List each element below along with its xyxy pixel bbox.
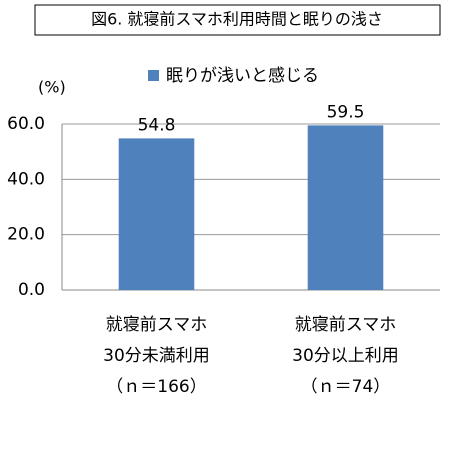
bar bbox=[118, 138, 195, 290]
data-label: 54.8 bbox=[138, 115, 176, 135]
title-box bbox=[34, 4, 441, 36]
y-tick-label: 60.0 bbox=[7, 114, 45, 134]
x-tick-label: 就寝前スマホ bbox=[295, 314, 397, 335]
x-tick-label: 就寝前スマホ bbox=[106, 314, 208, 335]
chart-title: 図6. 就寝前スマホ利用時間と眠りの浅さ bbox=[91, 10, 383, 29]
x-tick-label: （ｎ＝166） bbox=[106, 377, 206, 397]
x-tick-label: （ｎ＝74） bbox=[301, 377, 391, 397]
x-tick-label: 30分未満利用 bbox=[103, 346, 210, 366]
y-tick-label: 0.0 bbox=[18, 280, 45, 300]
y-tick-label: 40.0 bbox=[7, 169, 45, 189]
bar bbox=[307, 125, 384, 290]
legend-swatch bbox=[148, 70, 159, 81]
y-tick-label: 20.0 bbox=[7, 225, 45, 245]
data-label: 59.5 bbox=[327, 102, 365, 122]
x-tick-label: 30分以上利用 bbox=[292, 346, 399, 366]
y-axis-label: (%) bbox=[38, 78, 66, 97]
legend-label: 眠りが浅いと感じる bbox=[166, 66, 319, 86]
